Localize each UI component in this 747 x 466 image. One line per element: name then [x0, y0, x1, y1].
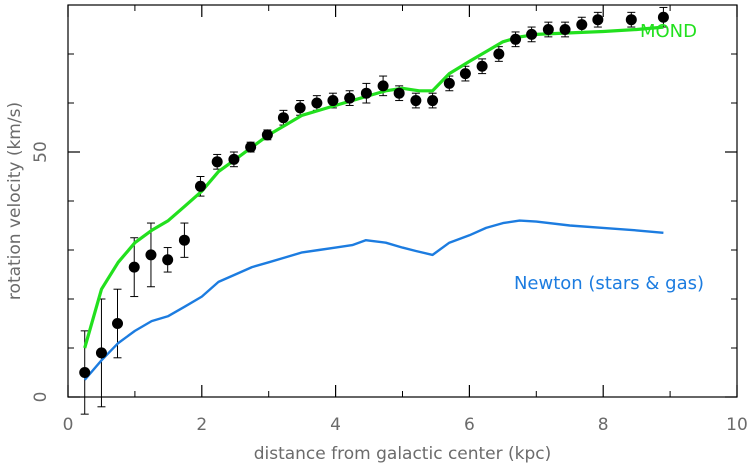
data-point [360, 87, 372, 99]
data-point [112, 318, 124, 329]
x-tick-label: 6 [464, 415, 475, 435]
plot-frame [67, 4, 738, 398]
data-points [79, 11, 669, 378]
data-point [128, 261, 140, 273]
data-point [311, 97, 323, 109]
data-point [625, 14, 637, 26]
data-point [194, 180, 206, 192]
data-point [542, 24, 554, 35]
error-bars [80, 6, 668, 415]
newton-curve [83, 219, 664, 381]
data-point [427, 95, 439, 107]
data-point [245, 141, 257, 153]
data-point [327, 95, 339, 107]
data-point [410, 95, 422, 107]
data-point [79, 367, 91, 378]
x-tick-label: 10 [726, 415, 747, 435]
newton-curve-label: Newton (stars & gas) [514, 273, 704, 294]
data-point [510, 33, 522, 45]
data-point [162, 254, 174, 266]
data-point [657, 11, 669, 23]
data-point [228, 153, 240, 165]
data-point [393, 87, 405, 99]
x-tick-label: 4 [330, 415, 341, 435]
axis-ticks: 0 2 4 6 8 10 0 50 [31, 5, 747, 435]
y-tick-label: 0 [31, 392, 51, 403]
data-point [459, 68, 471, 80]
y-tick-label: 50 [31, 141, 51, 163]
data-point [145, 249, 157, 261]
mond-curve [83, 25, 664, 349]
y-axis-label: rotation velocity (km/s) [5, 102, 25, 300]
data-point [476, 60, 488, 72]
data-point [211, 156, 223, 168]
data-point [344, 92, 356, 104]
data-point [592, 14, 604, 26]
data-point [559, 24, 571, 35]
data-point [443, 77, 455, 89]
x-axis-label: distance from galactic center (kpc) [254, 444, 552, 464]
data-point [576, 19, 588, 31]
data-point [261, 129, 273, 141]
data-point [526, 28, 538, 40]
data-point [95, 347, 107, 359]
x-tick-label: 8 [598, 415, 609, 435]
x-tick-label: 2 [196, 415, 207, 435]
mond-curve-label: MOND [640, 21, 697, 42]
model-curves [83, 25, 664, 381]
x-tick-label: 0 [63, 415, 74, 435]
data-point [178, 234, 190, 246]
data-point [294, 102, 306, 114]
data-point [377, 80, 389, 92]
data-point [493, 48, 505, 60]
data-point [277, 112, 289, 124]
